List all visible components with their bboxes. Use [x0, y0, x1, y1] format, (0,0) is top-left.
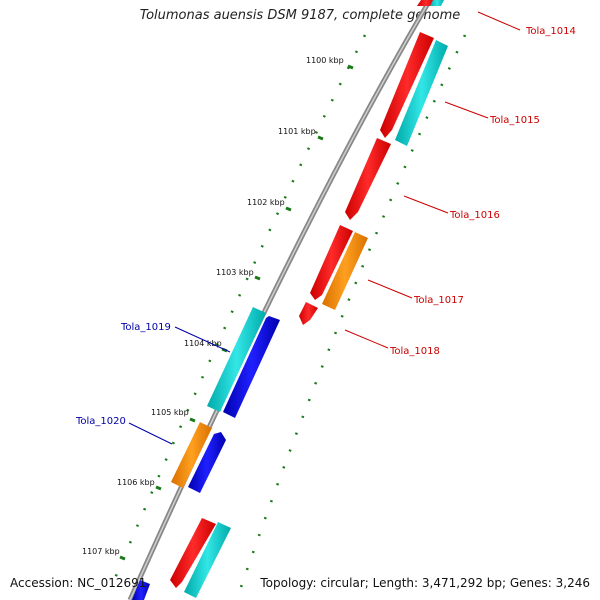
tick-label-1102: 1102 kbp	[247, 198, 285, 207]
cyan-track	[184, 0, 448, 598]
orange-feature-1	[322, 232, 368, 310]
tick-label-1104: 1104 kbp	[184, 339, 222, 348]
gene-tola-1017-arrow	[310, 225, 353, 300]
cyan-feature-2	[395, 40, 448, 146]
gene-label-tola-1014[interactable]: Tola_1014	[525, 26, 576, 37]
scale-ring-outer	[238, 34, 467, 591]
tick-label-1101: 1101 kbp	[278, 127, 316, 136]
genome-backbone	[127, 0, 433, 600]
tick-label-1107: 1107 kbp	[82, 547, 120, 556]
tick-label-1106: 1106 kbp	[117, 478, 155, 487]
accession-text: Accession: NC_012691	[10, 576, 147, 590]
genome-title: Tolumonas auensis DSM 9187, complete gen…	[139, 8, 461, 23]
reverse-genes	[132, 316, 280, 600]
scale-ring-inner	[108, 34, 367, 591]
tick-label-1105: 1105 kbp	[151, 408, 189, 417]
gene-lower-red-arrow	[170, 518, 216, 588]
cyan-feature-1	[430, 0, 444, 6]
topology-text: Topology: circular; Length: 3,471,292 bp…	[260, 576, 590, 590]
gene-label-tola-1017[interactable]: Tola_1017	[413, 295, 464, 306]
scale-ticks	[119, 64, 354, 561]
gene-label-tola-1020[interactable]: Tola_1020	[75, 416, 126, 427]
gene-label-tola-1019[interactable]: Tola_1019	[120, 322, 171, 333]
gene-tola-1014-arrow	[417, 0, 435, 6]
gene-label-tola-1018[interactable]: Tola_1018	[389, 346, 440, 357]
gene-tola-1016-arrow	[345, 138, 391, 220]
forward-genes	[170, 0, 435, 588]
gene-tola-1018-arrow	[299, 302, 318, 325]
orange-feature-2	[171, 422, 212, 488]
cyan-feature-4	[207, 307, 266, 412]
tick-label-1100: 1100 kbp	[306, 56, 344, 65]
gene-label-tola-1016[interactable]: Tola_1016	[449, 210, 500, 221]
gene-tola-1020-arrow	[188, 432, 226, 493]
gene-lower-blue-arrow	[132, 580, 150, 600]
cyan-feature-3	[184, 522, 231, 598]
gene-tola-1015-arrow	[380, 32, 434, 138]
orange-track	[171, 232, 368, 488]
tick-label-1103: 1103 kbp	[216, 268, 254, 277]
gene-label-tola-1015[interactable]: Tola_1015	[489, 115, 540, 126]
gene-tola-1019-arrow	[223, 316, 280, 418]
